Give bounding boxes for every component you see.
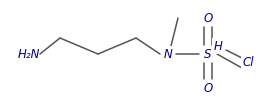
Text: O: O [203,81,213,94]
Text: H₂N: H₂N [18,47,40,60]
Text: O: O [203,12,213,24]
Text: N: N [164,47,172,60]
Text: H: H [214,39,222,52]
Text: Cl: Cl [242,56,254,68]
Text: S: S [204,47,212,60]
